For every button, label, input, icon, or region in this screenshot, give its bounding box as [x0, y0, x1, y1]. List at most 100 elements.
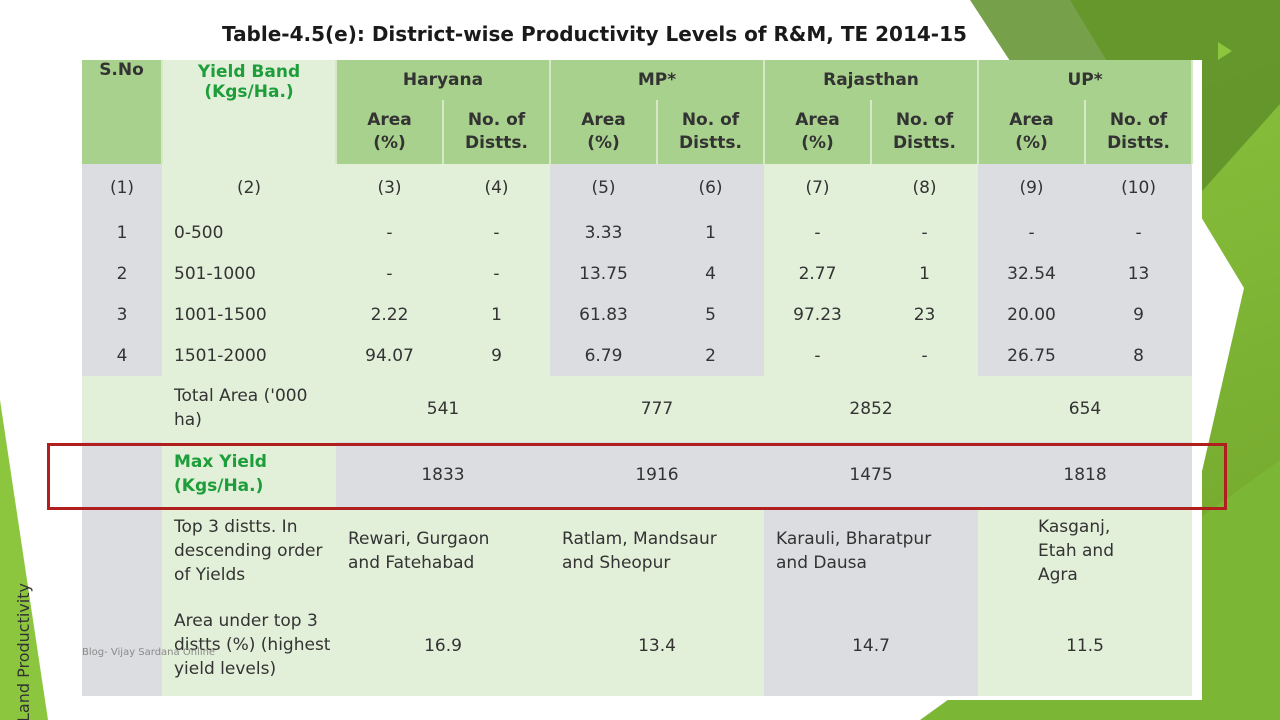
cell: 4 [657, 253, 764, 294]
max-yield-row: Max Yield (Kgs/Ha.) 1833 1916 1475 1818 [82, 442, 1193, 508]
table-row: 4 1501-2000 94.07 9 6.79 2 - - 26.75 8 [82, 335, 1193, 376]
cell: 13 [1085, 253, 1193, 294]
col-number: (10) [1085, 164, 1193, 212]
total-area-row: Total Area ('000 ha) 541 777 2852 654 [82, 376, 1193, 442]
col-number: (3) [336, 164, 443, 212]
cell: - [1085, 212, 1193, 253]
col-number: (8) [871, 164, 979, 212]
cell: - [443, 212, 550, 253]
top3-value: Karauli, Bharatpur and Dausa [764, 508, 979, 596]
cell: 26.75 [978, 335, 1086, 376]
cell: 94.07 [336, 335, 443, 376]
cell: 8 [1085, 335, 1193, 376]
header-state-up: UP* [978, 60, 1194, 100]
col-number: (7) [764, 164, 871, 212]
top3-value: Kasganj, Etah and Agra [978, 508, 1193, 596]
col-number: (6) [657, 164, 764, 212]
top3-row: Top 3 distts. In descending order of Yie… [82, 508, 1193, 696]
max-yield-value: 1818 [978, 442, 1193, 508]
row-band: 0-500 [162, 212, 336, 253]
productivity-table: S.No Yield Band (Kgs/Ha.) Haryana MP* Ra… [82, 60, 1194, 696]
top3-label: Top 3 distts. In descending order of Yie… [162, 508, 336, 596]
cell: - [978, 212, 1086, 253]
cell: 2 [657, 335, 764, 376]
empty-cell [82, 442, 162, 508]
cell: - [336, 253, 443, 294]
max-yield-value: 1916 [550, 442, 764, 508]
table-row: 2 501-1000 - - 13.75 4 2.77 1 32.54 13 [82, 253, 1193, 294]
header-area: Area (%) [764, 100, 872, 164]
header-distts: No. of Distts. [871, 100, 980, 164]
empty-cell [82, 376, 162, 442]
productivity-table-image: S.No Yield Band (Kgs/Ha.) Haryana MP* Ra… [82, 60, 1202, 700]
column-number-row: (1) (2) (3) (4) (5) (6) (7) (8) (9) (10) [82, 164, 1193, 212]
cell: 2.77 [764, 253, 871, 294]
total-area-value: 541 [336, 376, 550, 442]
col-number: (9) [978, 164, 1086, 212]
header-sno: S.No [82, 60, 163, 164]
cell: - [336, 212, 443, 253]
total-area-label: Total Area ('000 ha) [162, 376, 336, 442]
cell: 5 [657, 294, 764, 335]
header-area: Area (%) [336, 100, 444, 164]
cell: - [871, 335, 979, 376]
cell: 9 [1085, 294, 1193, 335]
cell: - [764, 335, 871, 376]
total-area-value: 654 [978, 376, 1193, 442]
header-area: Area (%) [550, 100, 658, 164]
top3-value: Rewari, Gurgaon and Fatehabad [336, 508, 550, 596]
row-sno: 3 [82, 294, 162, 335]
header-state-rajasthan: Rajasthan [764, 60, 980, 100]
total-area-value: 2852 [764, 376, 979, 442]
watermark: Blog- Vijay Sardana Online [82, 647, 216, 658]
cell: 2.22 [336, 294, 443, 335]
area-top3-value: 13.4 [550, 596, 764, 696]
row-band: 501-1000 [162, 253, 336, 294]
total-area-value: 777 [550, 376, 764, 442]
cell: 23 [871, 294, 979, 335]
row-sno: 2 [82, 253, 162, 294]
cell: 1 [443, 294, 550, 335]
max-yield-value: 1475 [764, 442, 979, 508]
cell: 6.79 [550, 335, 657, 376]
cell: 20.00 [978, 294, 1086, 335]
row-sno: 4 [82, 335, 162, 376]
cell: - [871, 212, 979, 253]
cell: - [764, 212, 871, 253]
header-distts: No. of Distts. [657, 100, 765, 164]
table-row: 1 0-500 - - 3.33 1 - - - - [82, 212, 1193, 253]
cell: 9 [443, 335, 550, 376]
max-yield-label: Max Yield (Kgs/Ha.) [162, 442, 336, 508]
cell: - [443, 253, 550, 294]
slide-title: Table-4.5(e): District-wise Productivity… [222, 22, 967, 46]
header-yield-band: Yield Band (Kgs/Ha.) [162, 60, 337, 164]
top3-value: Ratlam, Mandsaur and Sheopur [550, 508, 764, 596]
col-number: (4) [443, 164, 550, 212]
header-state-mp: MP* [550, 60, 765, 100]
area-top3-value: 11.5 [978, 596, 1193, 696]
header-distts: No. of Distts. [1085, 100, 1194, 164]
cell: 3.33 [550, 212, 657, 253]
max-yield-value: 1833 [336, 442, 550, 508]
area-top3-row: Area under top 3 distts (%) (highest yie… [82, 596, 1193, 696]
area-top3-label: Area under top 3 distts (%) (highest yie… [162, 596, 336, 696]
col-number: (2) [162, 164, 336, 212]
cell: 97.23 [764, 294, 871, 335]
side-label-cell [82, 508, 162, 696]
row-band: 1501-2000 [162, 335, 336, 376]
header-state-haryana: Haryana [336, 60, 551, 100]
cell: 1 [871, 253, 979, 294]
side-label: Land Productivity [14, 583, 33, 720]
header-area: Area (%) [978, 100, 1087, 164]
cell: 13.75 [550, 253, 657, 294]
header-distts: No. of Distts. [443, 100, 551, 164]
max-yield-highlight-box [47, 443, 1227, 510]
table-row: 3 1001-1500 2.22 1 61.83 5 97.23 23 20.0… [82, 294, 1193, 335]
cell: 32.54 [978, 253, 1086, 294]
col-number: (5) [550, 164, 657, 212]
area-top3-value: 16.9 [336, 596, 550, 696]
cell: 61.83 [550, 294, 657, 335]
col-number: (1) [82, 164, 162, 212]
row-sno: 1 [82, 212, 162, 253]
